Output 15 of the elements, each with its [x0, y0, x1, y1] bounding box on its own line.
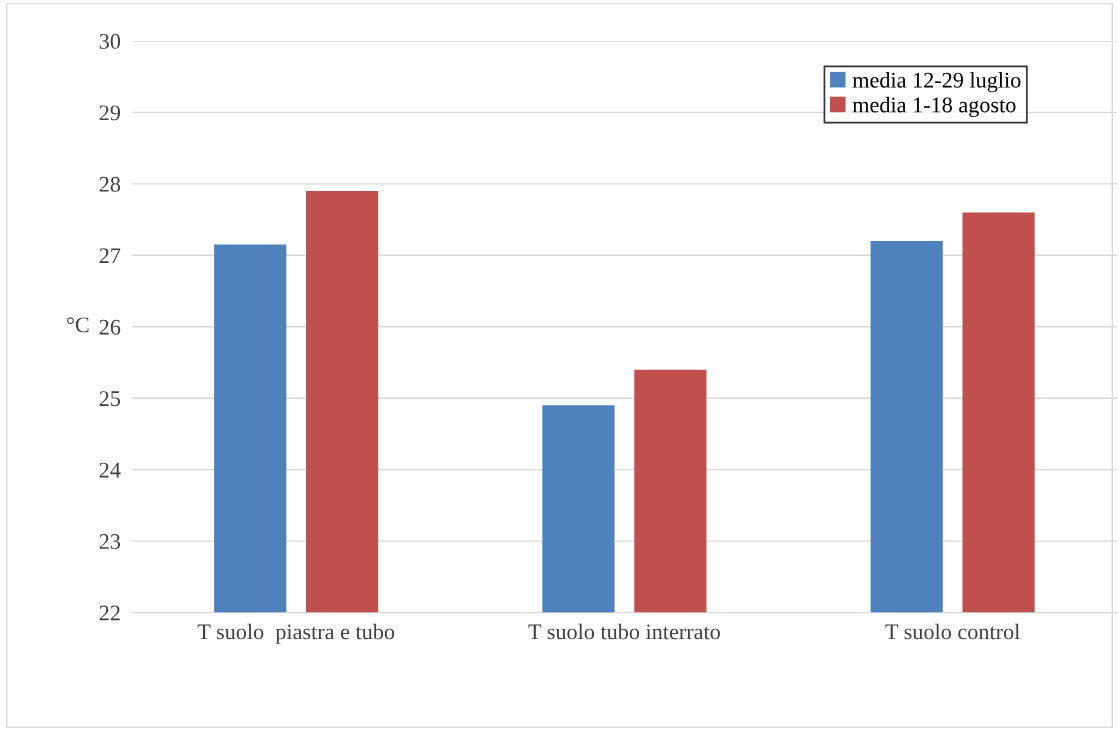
x-tick-label: T suolo control [885, 623, 1020, 640]
legend-label: media 12-29 luglio [852, 72, 1021, 93]
y-tick-label: 22 [99, 605, 120, 621]
y-tick-label: 26 [99, 319, 121, 335]
y-tick-label: 24 [99, 462, 121, 478]
y-tick-label: 27 [99, 248, 121, 264]
y-tick-label: 28 [99, 176, 121, 192]
x-tick-label: T suolo tubo interrato [528, 623, 720, 640]
legend-label: media 1-18 agosto [852, 96, 1016, 118]
y-tick-label: 30 [99, 33, 121, 49]
y-axis-title: °C [67, 317, 89, 333]
y-tick-label: 23 [99, 534, 121, 550]
y-tick-label: 29 [99, 105, 121, 121]
y-tick-label: 25 [99, 391, 121, 407]
x-tick-label: T suolo piastra e tubo [197, 623, 395, 644]
